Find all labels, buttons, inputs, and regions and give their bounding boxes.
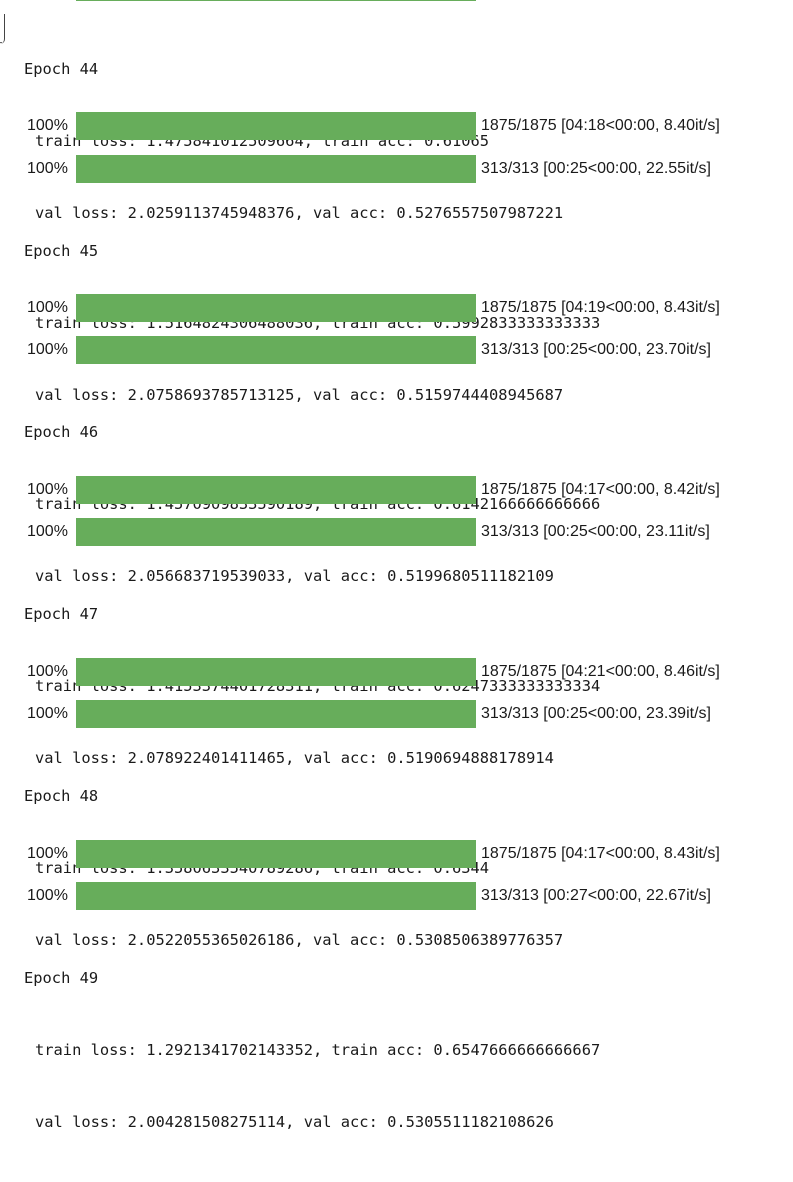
progress-bar-fill [76, 294, 476, 322]
train-progress-row: 100% 1875/1875 [04:18<00:00, 8.40it/s] [0, 112, 793, 140]
val-metrics: val loss: 2.004281508275114, val acc: 0.… [35, 1113, 554, 1131]
progress-bar [76, 112, 476, 140]
progress-bar-fill [76, 112, 476, 140]
epoch-title: Epoch 48 [24, 787, 99, 805]
val-progress-row: 100% 313/313 [00:25<00:00, 23.11it/s] [0, 518, 793, 546]
cell-edge-marker [0, 14, 5, 44]
val-metrics: val loss: 2.078922401411465, val acc: 0.… [35, 749, 554, 767]
progress-stats: 1875/1875 [04:19<00:00, 8.43it/s] [481, 299, 720, 316]
epoch-title: Epoch 44 [24, 60, 99, 78]
progress-percent: 100% [27, 705, 68, 722]
progress-bar [76, 700, 476, 728]
progress-bar-fill [76, 476, 476, 504]
epoch-title: Epoch 47 [24, 605, 99, 623]
train-metrics: train loss: 1.2921341702143352, train ac… [35, 1041, 601, 1059]
progress-percent: 100% [27, 887, 68, 904]
progress-bar [76, 882, 476, 910]
progress-bar [76, 155, 476, 183]
progress-bar-previous [76, 0, 476, 1]
progress-percent: 100% [27, 481, 68, 498]
epoch-summary: Epoch 46 train loss: 1.4570909833590189,… [24, 372, 600, 636]
epoch-summary: Epoch 49 train loss: 1.2921341702143352,… [24, 918, 600, 1182]
cell-edge-tick [0, 42, 2, 43]
progress-bar [76, 518, 476, 546]
val-metrics: val loss: 2.0758693785713125, val acc: 0… [35, 386, 564, 404]
train-progress-row: 100% 1875/1875 [04:19<00:00, 8.43it/s] [0, 294, 793, 322]
progress-percent: 100% [27, 341, 68, 358]
train-progress-row: 100% 1875/1875 [04:17<00:00, 8.42it/s] [0, 476, 793, 504]
progress-stats: 1875/1875 [04:21<00:00, 8.46it/s] [481, 663, 720, 680]
progress-percent: 100% [27, 523, 68, 540]
progress-bar [76, 294, 476, 322]
val-metrics: val loss: 2.0259113745948376, val acc: 0… [35, 204, 564, 222]
progress-percent: 100% [27, 845, 68, 862]
val-progress-row: 100% 313/313 [00:25<00:00, 22.55it/s] [0, 155, 793, 183]
progress-bar-fill [76, 658, 476, 686]
progress-stats: 313/313 [00:25<00:00, 23.39it/s] [481, 705, 711, 722]
progress-bar [76, 840, 476, 868]
progress-percent: 100% [27, 160, 68, 177]
progress-stats: 313/313 [00:27<00:00, 22.67it/s] [481, 887, 711, 904]
progress-bar-fill [76, 882, 476, 910]
progress-bar-fill [76, 840, 476, 868]
progress-bar [76, 658, 476, 686]
epoch-title: Epoch 45 [24, 242, 99, 260]
progress-stats: 313/313 [00:25<00:00, 23.11it/s] [481, 523, 710, 540]
progress-bar-fill [76, 336, 476, 364]
train-progress-row: 100% 1875/1875 [04:17<00:00, 8.43it/s] [0, 840, 793, 868]
val-progress-row: 100% 313/313 [00:25<00:00, 23.39it/s] [0, 700, 793, 728]
epoch-title: Epoch 49 [24, 969, 99, 987]
progress-stats: 313/313 [00:25<00:00, 22.55it/s] [481, 160, 711, 177]
progress-percent: 100% [27, 663, 68, 680]
train-progress-row: 100% 1875/1875 [04:21<00:00, 8.46it/s] [0, 658, 793, 686]
val-progress-row: 100% 313/313 [00:25<00:00, 23.70it/s] [0, 336, 793, 364]
progress-bar-fill [76, 700, 476, 728]
progress-stats: 313/313 [00:25<00:00, 23.70it/s] [481, 341, 711, 358]
progress-bar-fill [76, 155, 476, 183]
progress-stats: 1875/1875 [04:17<00:00, 8.42it/s] [481, 481, 720, 498]
progress-bar-fill [76, 518, 476, 546]
progress-bar [76, 476, 476, 504]
val-metrics: val loss: 2.056683719539033, val acc: 0.… [35, 567, 554, 585]
progress-percent: 100% [27, 117, 68, 134]
epoch-title: Epoch 46 [24, 423, 99, 441]
val-metrics: val loss: 2.0522055365026186, val acc: 0… [35, 931, 564, 949]
progress-bar [76, 336, 476, 364]
progress-percent: 100% [27, 299, 68, 316]
val-progress-row: 100% 313/313 [00:27<00:00, 22.67it/s] [0, 882, 793, 910]
progress-stats: 1875/1875 [04:18<00:00, 8.40it/s] [481, 117, 720, 134]
progress-stats: 1875/1875 [04:17<00:00, 8.43it/s] [481, 845, 720, 862]
